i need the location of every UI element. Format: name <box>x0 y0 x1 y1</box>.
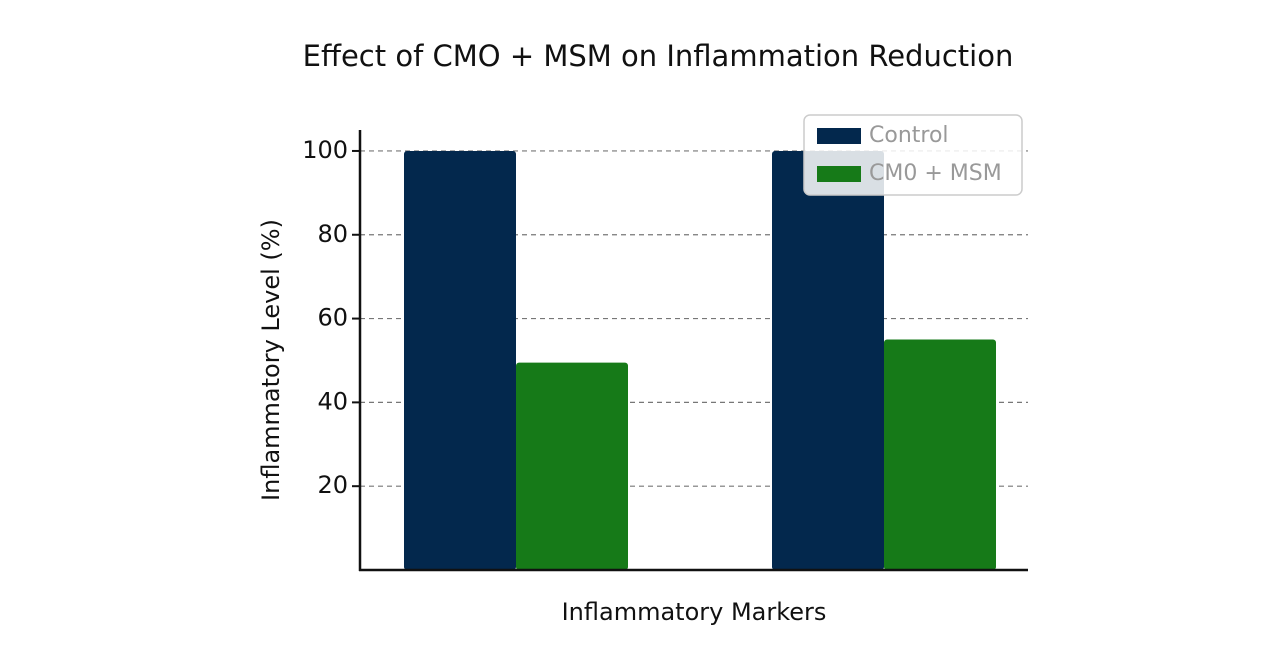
x-axis-label: Inflammatory Markers <box>562 598 827 626</box>
y-tick-label: 80 <box>317 220 348 248</box>
y-tick-label: 40 <box>317 387 348 415</box>
y-tick-label: 100 <box>302 136 348 164</box>
chart-title: Effect of CMO + MSM on Inflammation Redu… <box>303 39 1014 73</box>
legend-swatch <box>817 166 861 182</box>
legend: Control CM0 + MSM <box>803 114 1023 196</box>
legend-label: CM0 + MSM <box>869 161 1002 186</box>
bar <box>884 339 996 570</box>
y-tick-label: 20 <box>317 471 348 499</box>
bar <box>772 150 884 570</box>
y-axis-label: Inflammatory Level (%) <box>257 219 285 501</box>
bar <box>404 150 516 570</box>
y-tick-label: 60 <box>317 304 348 332</box>
legend-label: Control <box>869 123 949 148</box>
bar <box>516 362 628 570</box>
legend-swatch <box>817 128 861 144</box>
